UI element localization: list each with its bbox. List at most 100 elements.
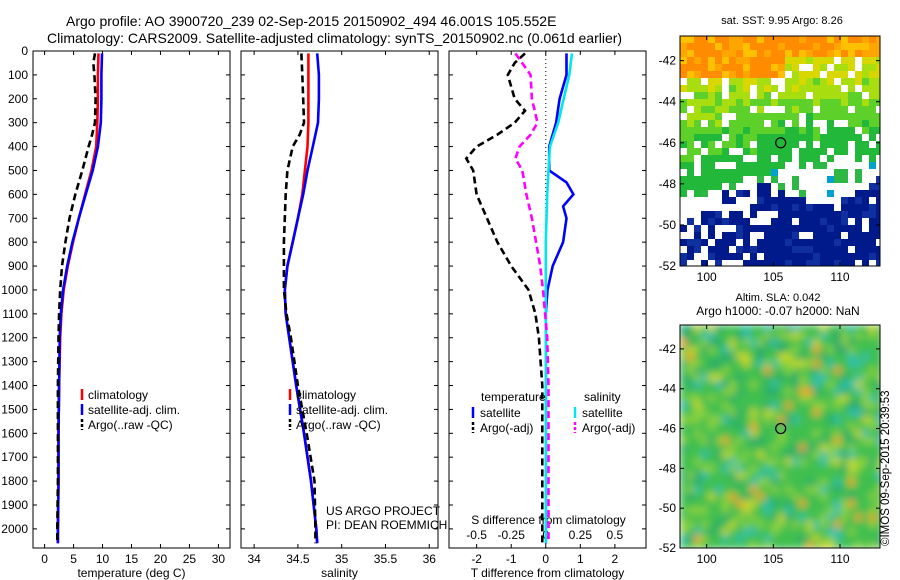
map-cell	[715, 99, 722, 106]
map-cell	[708, 211, 715, 218]
map-cell	[764, 134, 771, 141]
map-cell	[680, 239, 687, 246]
map-cell	[820, 416, 827, 423]
x2-tick-label: 0.25	[569, 528, 593, 542]
map-cell	[687, 120, 694, 127]
map-cell	[841, 260, 848, 266]
map-cell	[848, 225, 855, 232]
map-cell	[736, 542, 743, 548]
map-cell	[827, 232, 834, 239]
map-cell	[743, 521, 750, 528]
map-cell	[862, 430, 869, 437]
map-cell	[680, 528, 687, 535]
map-cell	[785, 416, 792, 423]
map-cell	[827, 346, 834, 353]
map-cell	[778, 36, 785, 43]
map-cell	[827, 120, 834, 127]
map-cell	[834, 381, 841, 388]
map-cell	[820, 92, 827, 99]
map-cell	[722, 190, 729, 197]
map-cell	[771, 148, 778, 155]
map-cell	[736, 332, 743, 339]
map-cell	[778, 402, 785, 409]
map-cell	[778, 71, 785, 78]
map-cell	[757, 225, 764, 232]
map-cell	[834, 430, 841, 437]
map-cell	[771, 500, 778, 507]
map-cell	[848, 339, 855, 346]
map-cell	[715, 514, 722, 521]
map-cell	[834, 360, 841, 367]
map-cell	[827, 451, 834, 458]
map-cell	[813, 423, 820, 430]
map-cell	[736, 360, 743, 367]
map-cell	[736, 106, 743, 113]
y-tick-label: 200	[8, 92, 28, 106]
map-cell	[862, 388, 869, 395]
map-cell	[848, 253, 855, 260]
map-cell	[827, 479, 834, 486]
map-cell	[876, 528, 880, 535]
map-cell	[848, 465, 855, 472]
map-cell	[855, 197, 862, 204]
map-cell	[729, 465, 736, 472]
map-cell	[855, 528, 862, 535]
map-cell	[778, 204, 785, 211]
map-cell	[750, 346, 757, 353]
map-cell	[813, 465, 820, 472]
map-cell	[694, 339, 701, 346]
map-cell	[862, 514, 869, 521]
map-cell	[736, 514, 743, 521]
map-cell	[764, 444, 771, 451]
x-tick-label: 30	[212, 552, 226, 566]
map-cell	[876, 148, 880, 155]
map-cell	[680, 486, 687, 493]
map-cell	[750, 430, 757, 437]
map-cell	[694, 325, 701, 332]
map-cell	[876, 514, 880, 521]
map-cell	[729, 416, 736, 423]
map-cell	[778, 239, 785, 246]
map-cell	[736, 374, 743, 381]
map-cell	[869, 92, 876, 99]
map-cell	[715, 395, 722, 402]
map-cell	[757, 169, 764, 176]
map-cell	[869, 332, 876, 339]
map-cell	[694, 353, 701, 360]
map-cell	[715, 500, 722, 507]
map-cell	[806, 451, 813, 458]
map-cell	[841, 381, 848, 388]
map-cell	[736, 134, 743, 141]
map-cell	[680, 64, 687, 71]
map-cell	[743, 92, 750, 99]
map-cell	[771, 458, 778, 465]
map-cell	[708, 528, 715, 535]
x2-axis-label: S difference from climatology	[471, 513, 626, 527]
map-cell	[834, 85, 841, 92]
map-cell	[848, 500, 855, 507]
map-cell	[750, 325, 757, 332]
map-cell	[736, 225, 743, 232]
map-cell	[806, 437, 813, 444]
map-cell	[701, 360, 708, 367]
map-cell	[715, 374, 722, 381]
map-cell	[708, 479, 715, 486]
map-cell	[729, 155, 736, 162]
map-cell	[813, 204, 820, 211]
map-cell	[813, 78, 820, 85]
map-cell	[834, 211, 841, 218]
map-cell	[806, 416, 813, 423]
map-cell	[722, 127, 729, 134]
map-cell	[694, 493, 701, 500]
map-cell	[841, 148, 848, 155]
map-cell	[855, 444, 862, 451]
map-cell	[792, 514, 799, 521]
map-cell	[764, 64, 771, 71]
map-cell	[757, 514, 764, 521]
map-cell	[820, 134, 827, 141]
map-cell	[757, 493, 764, 500]
map-cell	[771, 218, 778, 225]
map-cell	[764, 127, 771, 134]
map-cell	[701, 85, 708, 92]
map-cell	[778, 127, 785, 134]
